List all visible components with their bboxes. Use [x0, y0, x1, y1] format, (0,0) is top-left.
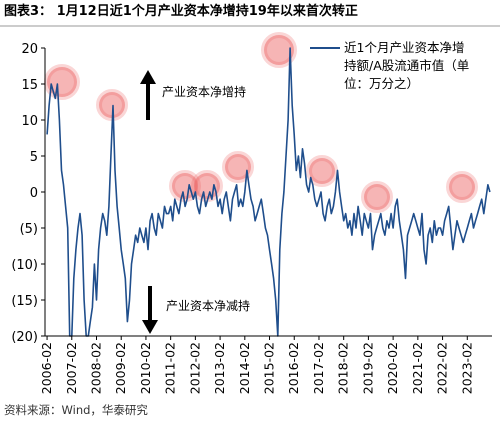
annotation: 产业资本净减持: [166, 298, 250, 313]
highlight: [361, 181, 393, 213]
x-tick-label: 2022-02: [435, 342, 450, 394]
annotation: 产业资本净增持: [162, 84, 246, 99]
source: 资料来源：Wind，华泰研究: [4, 403, 148, 417]
highlight: [446, 171, 478, 203]
x-tick-label: 2019-02: [360, 342, 375, 394]
x-tick-label: 2015-02: [262, 342, 277, 394]
data-line: [46, 47, 491, 337]
y-tick-label: 15: [21, 78, 38, 93]
x-tick-label: 2007-02: [64, 342, 79, 394]
y-tick-label: (15): [11, 294, 38, 309]
x-tick-label: 2006-02: [39, 342, 54, 394]
highlight: [44, 64, 80, 100]
legend-label: 近1个月产业资本净增持额/A股流通市值（单位：万分之）: [344, 40, 470, 91]
x-tick-label: 2020-02: [385, 342, 400, 394]
y-tick-label: 20: [21, 42, 38, 57]
down-arrow-head: [142, 320, 158, 334]
up-arrow-head: [140, 70, 156, 84]
x-tick-label: 2014-02: [237, 342, 252, 394]
x-tick-label: 2009-02: [113, 342, 128, 394]
x-tick-label: 2008-02: [88, 342, 103, 394]
y-tick-label: 5: [30, 150, 38, 165]
x-tick-label: 2012-02: [187, 342, 202, 394]
x-tick-label: 2013-02: [212, 342, 227, 394]
highlight: [261, 32, 297, 68]
highlight-circles: [44, 32, 478, 213]
x-tick-label: 2023-02: [459, 342, 474, 394]
y-tick-label: (10): [11, 258, 38, 273]
x-tick-label: 2011-02: [163, 342, 178, 394]
x-tick-label: 2010-02: [138, 342, 153, 394]
highlight: [306, 155, 338, 187]
y-tick-label: 0: [30, 186, 38, 201]
x-tick-label: 2017-02: [311, 342, 326, 394]
chart-title: 图表3： 1月12日近1个月产业资本净增持19年以来首次转正: [4, 3, 358, 19]
y-tick-label: 10: [21, 114, 38, 129]
x-tick-label: 2016-02: [286, 342, 301, 394]
y-tick-label: (20): [11, 330, 38, 345]
highlight: [222, 151, 254, 183]
x-tick-label: 2018-02: [336, 342, 351, 394]
y-tick-label: (5): [20, 222, 38, 237]
x-tick-label: 2021-02: [410, 342, 425, 394]
